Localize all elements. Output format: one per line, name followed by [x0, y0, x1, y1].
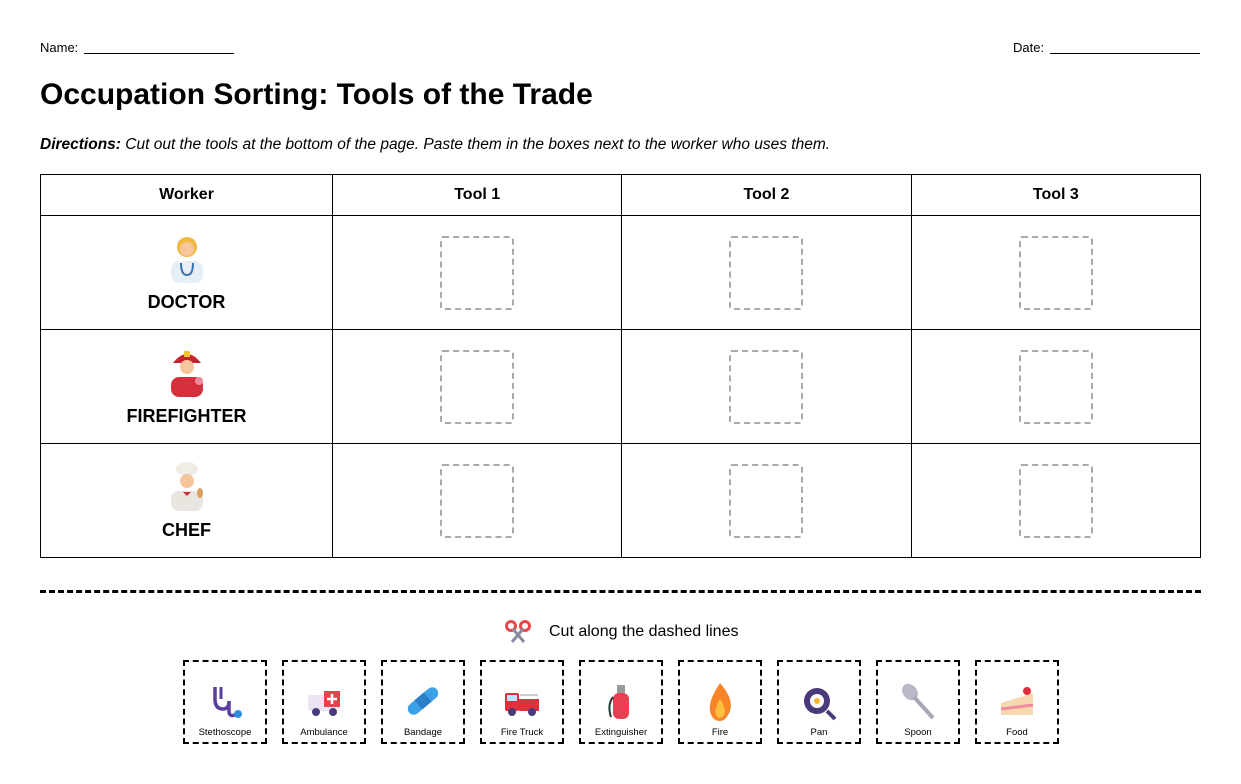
worker-name: DOCTOR: [147, 291, 226, 312]
tool-1-cell: [331, 443, 623, 558]
firefighter-icon: [42, 347, 331, 402]
worker-name: CHEF: [162, 519, 211, 540]
tool-label: Extinguisher: [594, 727, 648, 738]
tool-label: Fire Truck: [500, 727, 544, 738]
name-line: [84, 53, 235, 54]
tool-1-cell: [331, 215, 623, 330]
worker-cell: FIREFIGHTER: [40, 329, 333, 444]
header-tool-3: Tool 3: [910, 174, 1202, 216]
cut-note: Cut along the dashed lines: [505, 620, 738, 644]
paste-box[interactable]: [1018, 349, 1093, 424]
tool-3-cell: [910, 443, 1202, 558]
tool-label: Stethoscope: [198, 727, 252, 738]
paste-box[interactable]: [440, 463, 515, 538]
fire-icon: [709, 683, 731, 721]
tool-1-cell: [331, 329, 623, 444]
sorting-table: Worker Tool 1 Tool 2 Tool 3 DOCTOR FIREFIGHT…: [40, 174, 1202, 558]
directions-label: Directions:: [40, 136, 121, 153]
tool-card[interactable]: Extinguisher: [579, 660, 663, 744]
table-row: CHEF: [40, 443, 1202, 558]
header-worker: Worker: [40, 174, 333, 216]
tool-card[interactable]: Ambulance: [282, 660, 366, 744]
date-field[interactable]: Date:: [1013, 40, 1201, 55]
tool-3-cell: [910, 329, 1202, 444]
tool-label: Bandage: [403, 727, 443, 738]
tool-card[interactable]: Pan: [777, 660, 861, 744]
bandage-icon: [407, 687, 439, 715]
tool-3-cell: [910, 215, 1202, 330]
cut-line: [40, 590, 1201, 593]
worker-cell: DOCTOR: [40, 215, 333, 330]
directions: Directions: Cut out the tools at the bot…: [40, 136, 830, 154]
tool-card[interactable]: Bandage: [381, 660, 465, 744]
tool-card[interactable]: Fire: [678, 660, 762, 744]
spoon-icon: [902, 683, 935, 720]
extinguisher-icon: [608, 685, 629, 719]
header-tool-1: Tool 1: [331, 174, 623, 216]
tool-card[interactable]: Food: [975, 660, 1059, 744]
name-field[interactable]: Name:: [40, 40, 235, 55]
paste-box[interactable]: [1018, 235, 1093, 310]
directions-text: Cut out the tools at the bottom of the p…: [120, 136, 831, 153]
cut-note-text: Cut along the dashed lines: [549, 623, 739, 640]
tool-2-cell: [621, 329, 912, 444]
tool-card[interactable]: Stethoscope: [183, 660, 267, 744]
tool-label: Fire: [711, 727, 729, 738]
tool-2-cell: [621, 443, 912, 558]
name-label: Name:: [40, 40, 79, 55]
doctor-icon: [42, 233, 331, 288]
paste-box[interactable]: [729, 349, 804, 424]
paste-box[interactable]: [1018, 463, 1093, 538]
stethoscope-icon: [213, 687, 242, 718]
paste-box[interactable]: [440, 235, 515, 310]
paste-box[interactable]: [440, 349, 515, 424]
tool-label: Ambulance: [300, 727, 348, 738]
tool-2-cell: [621, 215, 912, 330]
cake-icon: [1000, 687, 1034, 715]
tool-card[interactable]: Spoon: [876, 660, 960, 744]
date-line: [1050, 53, 1201, 54]
tool-label: Food: [1006, 727, 1028, 738]
paste-box[interactable]: [729, 463, 804, 538]
chef-icon: [42, 461, 331, 516]
table-row: FIREFIGHTER: [40, 329, 1202, 444]
paste-box[interactable]: [729, 235, 804, 310]
tool-label: Pan: [810, 727, 828, 738]
pan-icon: [804, 688, 837, 721]
scissors-icon: [505, 620, 531, 643]
worker-name: FIREFIGHTER: [126, 405, 247, 426]
table-row: DOCTOR: [40, 215, 1202, 330]
tool-label: Spoon: [904, 727, 932, 738]
page-title: Occupation Sorting: Tools of the Trade: [40, 78, 593, 111]
date-label: Date:: [1013, 40, 1045, 55]
header-tool-2: Tool 2: [621, 174, 912, 216]
worker-cell: CHEF: [40, 443, 333, 558]
fire-truck-icon: [505, 693, 539, 716]
tool-card[interactable]: Fire Truck: [480, 660, 564, 744]
ambulance-icon: [308, 691, 340, 716]
tool-cards: Stethoscope Ambulance Bandage Fire Truck Ext…: [183, 660, 1059, 744]
